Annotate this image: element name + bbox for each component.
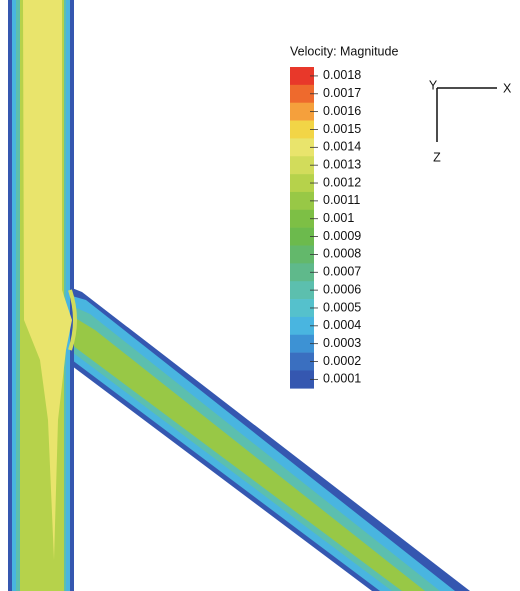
colorbar-swatch bbox=[290, 67, 314, 86]
colorbar-label: 0.0009 bbox=[323, 229, 361, 243]
colorbar-label: 0.0006 bbox=[323, 282, 361, 296]
colorbar-swatch bbox=[290, 299, 314, 318]
colorbar-swatch bbox=[290, 316, 314, 336]
colorbar-label: 0.0016 bbox=[323, 104, 361, 118]
colorbar-label: 0.0005 bbox=[323, 300, 361, 314]
colorbar-swatch bbox=[290, 370, 314, 389]
colorbar-label: 0.0004 bbox=[323, 318, 361, 332]
axis-triad bbox=[436, 87, 497, 142]
legend-title: Velocity: Magnitude bbox=[290, 44, 398, 58]
colorbar-label: 0.0011 bbox=[323, 193, 360, 207]
colorbar-label: 0.0014 bbox=[323, 140, 361, 154]
flow-field bbox=[8, 0, 470, 591]
colorbar-label: 0.0012 bbox=[323, 175, 361, 189]
colorbar-label: 0.0017 bbox=[323, 86, 361, 100]
colorbar: 0.0018 0.0017 0.0016 0.0015 0.0014 0.0013 0.00… bbox=[290, 67, 361, 389]
colorbar-swatch bbox=[290, 281, 314, 300]
x-axis-label: X bbox=[503, 81, 512, 95]
colorbar-swatch bbox=[290, 191, 314, 211]
colorbar-label: 0.0008 bbox=[323, 247, 361, 261]
colorbar-swatch bbox=[290, 156, 314, 175]
z-axis-label: Z bbox=[433, 150, 441, 164]
colorbar-label: 0.0015 bbox=[323, 122, 361, 136]
colorbar-swatch bbox=[290, 174, 314, 193]
colorbar-swatch bbox=[290, 209, 314, 228]
colorbar-swatch bbox=[290, 334, 314, 353]
y-axis-label: Y bbox=[429, 78, 438, 92]
colorbar-label: 0.0003 bbox=[323, 336, 361, 350]
colorbar-swatch bbox=[290, 84, 314, 103]
colorbar-swatch bbox=[290, 245, 314, 264]
colorbar-label: 0.001 bbox=[323, 211, 354, 225]
colorbar-label: 0.0013 bbox=[323, 157, 361, 171]
colorbar-label: 0.0018 bbox=[323, 68, 361, 82]
colorbar-swatch bbox=[290, 120, 314, 139]
colorbar-label: 0.0002 bbox=[323, 354, 361, 368]
colorbar-swatch bbox=[290, 138, 314, 157]
colorbar-swatch bbox=[290, 227, 314, 246]
colorbar-swatch bbox=[290, 263, 314, 282]
colorbar-label: 0.0001 bbox=[323, 372, 361, 386]
colorbar-swatch bbox=[290, 102, 314, 121]
colorbar-swatch bbox=[290, 352, 314, 371]
colorbar-label: 0.0007 bbox=[323, 265, 361, 279]
